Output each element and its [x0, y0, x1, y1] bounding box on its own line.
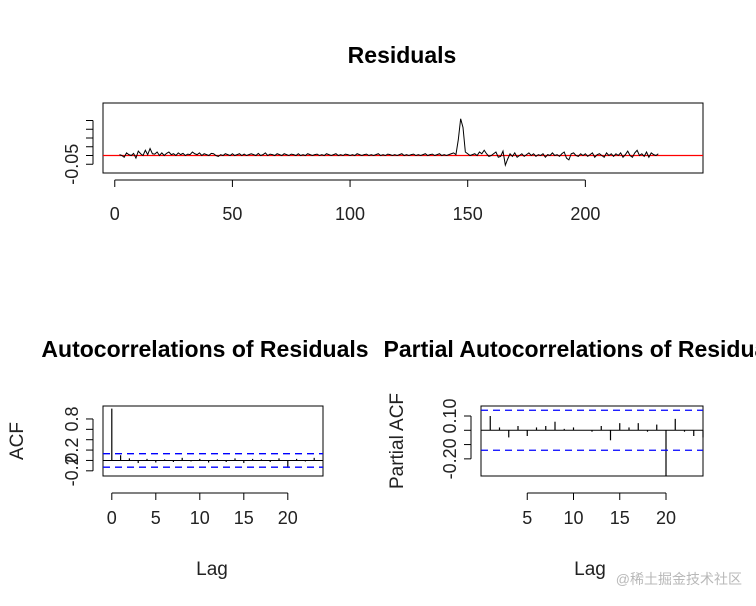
acf-plot-frame [102, 405, 324, 477]
acf-x-tick-label: 5 [151, 508, 161, 528]
residuals-series-line [119, 118, 659, 168]
pacf-x-tick-label: 15 [610, 508, 630, 528]
acf-x-tick-label: 15 [234, 508, 254, 528]
residuals-x-tick-label: 200 [570, 204, 600, 224]
acf-y-tick-label: -0.2 [62, 455, 82, 486]
residuals-x-tick-label: 0 [110, 204, 120, 224]
watermark-text: @稀土掘金技术社区 [616, 571, 742, 587]
acf-x-tick-label: 0 [107, 508, 117, 528]
pacf-y-tick-label: -0.20 [440, 438, 460, 479]
acf-y-tick-label: 0.2 [62, 438, 82, 463]
acf-title: Autocorrelations of Residuals [41, 336, 368, 362]
residuals-y-tick-label: -0.05 [62, 144, 82, 185]
acf-panel: Autocorrelations of Residuals Lag ACF 0 5… [7, 336, 369, 580]
pacf-y-tick-label: 0.10 [440, 398, 460, 433]
acf-y-axis-label: ACF [7, 422, 28, 460]
pacf-title: Partial Autocorrelations of Residuals [383, 336, 756, 362]
residuals-x-tick-label: 100 [335, 204, 365, 224]
pacf-x-tick-label: 10 [563, 508, 583, 528]
pacf-plot-frame [480, 405, 704, 477]
acf-x-tick-label: 20 [278, 508, 298, 528]
pacf-x-axis-label: Lag [574, 559, 606, 580]
residuals-x-tick-label: 50 [222, 204, 242, 224]
residuals-panel: Residuals 0 50 100 150 200 -0.05 [62, 42, 704, 224]
residuals-title: Residuals [348, 42, 457, 68]
residuals-x-tick-label: 150 [453, 204, 483, 224]
pacf-x-tick-label: 5 [522, 508, 532, 528]
pacf-panel: Partial Autocorrelations of Residuals La… [383, 336, 756, 580]
acf-x-axis-label: Lag [196, 559, 228, 580]
pacf-y-axis-label: Partial ACF [387, 393, 408, 489]
pacf-x-tick-label: 20 [656, 508, 676, 528]
acf-x-tick-label: 10 [190, 508, 210, 528]
residuals-plot-frame [102, 102, 704, 174]
acf-y-tick-label: 0.8 [62, 406, 82, 431]
